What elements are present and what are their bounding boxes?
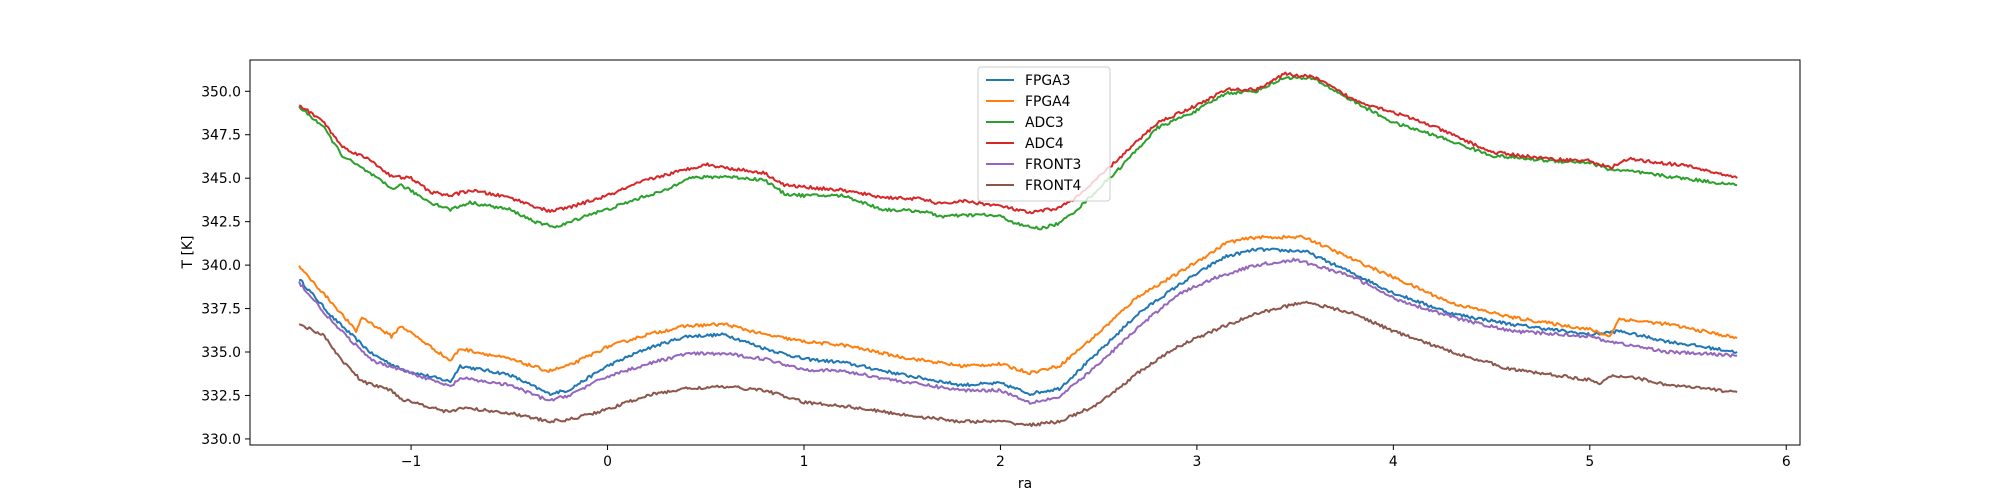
y-tick-label: 337.5 [201,302,241,318]
plot-frame [249,59,1801,446]
y-tick-label: 350.0 [201,84,241,100]
x-tick-label: 4 [1389,454,1398,470]
x-axis-label: ra [1018,476,1032,492]
legend: FPGA3 FPGA4 ADC3 ADC4 FRONT3 FRONT4 [977,66,1111,202]
legend-label-front3: FRONT3 [1025,157,1081,173]
legend-label-front4: FRONT4 [1025,178,1081,194]
legend-label-fpga3: FPGA3 [1025,73,1070,89]
y-tick-label: 330.0 [201,432,241,448]
series-line-adc4 [298,71,1738,215]
x-tick-label: 1 [800,454,809,470]
series-line-front3 [298,257,1738,405]
x-tick-label: −1 [401,454,421,470]
x-tick-label: 3 [1192,454,1201,470]
series-layer [298,71,1738,428]
y-tick-label: 340.0 [201,258,241,274]
x-tick-label: 5 [1585,454,1594,470]
y-axis: 330.0 332.5 335.0 337.5 340.0 342.5 345.0 347.5… [201,84,250,448]
x-axis: −1 0 1 2 3 4 5 6 [401,445,1791,470]
x-tick-label: 2 [996,454,1005,470]
legend-label-adc4: ADC4 [1025,136,1064,152]
y-tick-label: 332.5 [201,388,241,404]
y-tick-label: 345.0 [201,171,241,187]
y-tick-label: 335.0 [201,345,241,361]
series-line-front4 [298,300,1738,428]
series-line-adc3 [298,76,1738,231]
legend-label-fpga4: FPGA4 [1025,94,1071,110]
legend-label-adc3: ADC3 [1025,115,1064,131]
y-tick-label: 342.5 [201,215,241,231]
y-axis-label: T [K] [180,236,196,270]
x-tick-label: 0 [603,454,612,470]
x-tick-label: 6 [1782,454,1791,470]
series-line-fpga4 [298,234,1738,376]
series-line-fpga3 [298,247,1738,397]
y-tick-label: 347.5 [201,128,241,144]
